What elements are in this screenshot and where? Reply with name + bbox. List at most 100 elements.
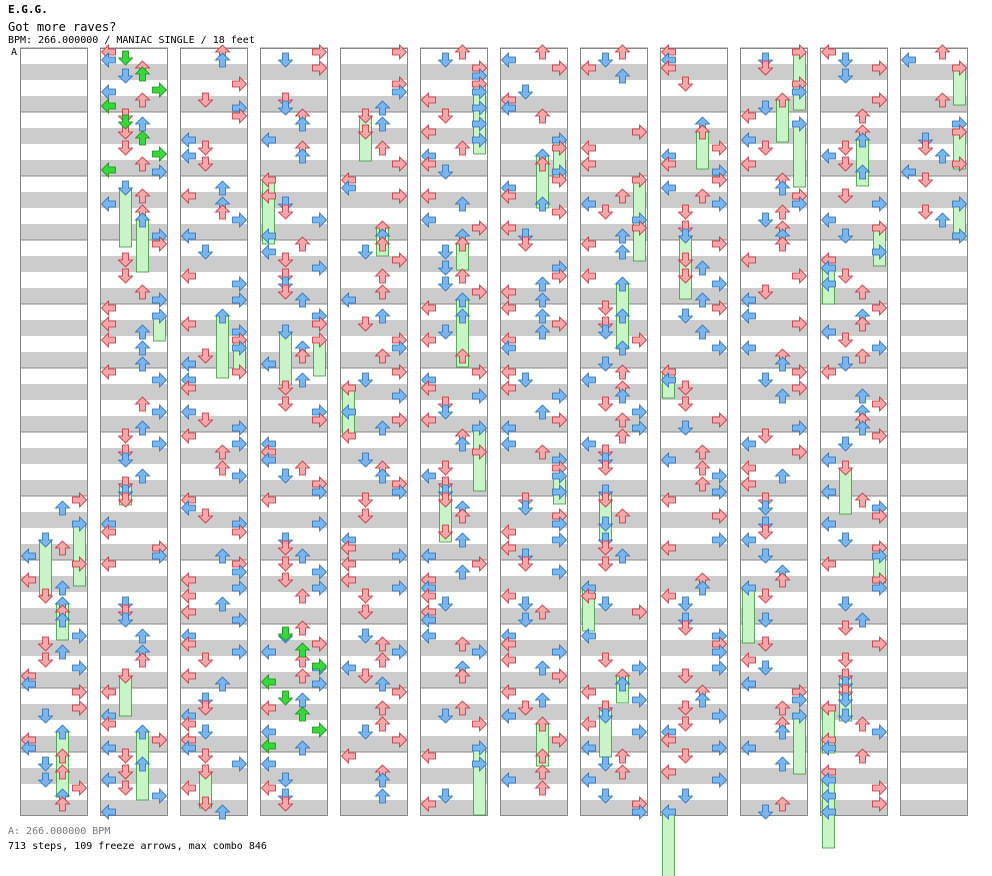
arrow-right: [472, 756, 488, 772]
arrow-left: [340, 292, 356, 308]
beat-band: [420, 256, 488, 272]
special-arrow: [134, 66, 151, 82]
arrow-down: [677, 380, 694, 396]
arrow-up: [294, 588, 311, 604]
arrow-down: [837, 460, 854, 476]
beat-band: [900, 160, 968, 176]
arrow-up: [134, 356, 151, 372]
arrow-left: [580, 772, 596, 788]
special-arrow: [152, 82, 168, 98]
beat-band: [580, 576, 648, 592]
beat-band: [340, 256, 408, 272]
arrow-down: [757, 52, 774, 68]
arrow-up: [374, 420, 391, 436]
special-arrow: [312, 658, 328, 674]
arrow-down: [117, 484, 134, 500]
arrow-left: [180, 668, 196, 684]
special-arrow: [277, 690, 294, 706]
arrow-left: [580, 196, 596, 212]
arrow-right: [952, 60, 968, 76]
arrow-left: [340, 748, 356, 764]
beat-band: [420, 288, 488, 304]
beat-band: [100, 384, 168, 400]
arrow-down: [197, 748, 214, 764]
arrow-right: [872, 196, 888, 212]
beat-band: [260, 704, 328, 720]
arrow-right: [712, 772, 728, 788]
beat-band: [820, 768, 888, 784]
arrow-down: [677, 308, 694, 324]
arrow-left: [340, 404, 356, 420]
arrow-right: [712, 140, 728, 156]
beat-band: [340, 288, 408, 304]
arrow-down: [917, 204, 934, 220]
arrow-up: [374, 100, 391, 116]
arrow-up: [854, 164, 871, 180]
arrow-left: [340, 428, 356, 444]
arrow-left: [260, 228, 276, 244]
arrow-up: [774, 92, 791, 108]
arrow-left: [500, 436, 516, 452]
beat-band: [180, 640, 248, 656]
beat-band: [20, 288, 88, 304]
beat-band: [180, 128, 248, 144]
arrow-down: [597, 708, 614, 724]
beat-band: [260, 224, 328, 240]
arrow-up: [134, 420, 151, 436]
beat-band: [660, 768, 728, 784]
arrow-up: [854, 348, 871, 364]
arrow-down: [437, 276, 454, 292]
arrow-down: [597, 396, 614, 412]
beat-band: [660, 672, 728, 688]
arrow-left: [660, 156, 676, 172]
beat-band: [100, 480, 168, 496]
arrow-left: [260, 644, 276, 660]
arrow-down: [837, 68, 854, 84]
arrow-up: [454, 236, 471, 252]
beat-band: [180, 480, 248, 496]
arrow-right: [872, 340, 888, 356]
chart-column: [20, 47, 88, 816]
arrow-up: [774, 700, 791, 716]
beat-band: [20, 320, 88, 336]
arrow-up: [374, 636, 391, 652]
arrow-left: [180, 780, 196, 796]
beat-band: [580, 224, 648, 240]
beat-band: [500, 416, 568, 432]
arrow-up: [54, 748, 71, 764]
arrow-up: [934, 92, 951, 108]
arrow-up: [294, 668, 311, 684]
arrow-down: [677, 252, 694, 268]
beat-band: [340, 640, 408, 656]
arrow-right: [232, 212, 248, 228]
arrow-left: [580, 236, 596, 252]
arrow-right: [632, 332, 648, 348]
beat-band: [580, 768, 648, 784]
beat-band: [340, 320, 408, 336]
beat-band: [500, 160, 568, 176]
beat-band: [740, 192, 808, 208]
arrow-down: [757, 636, 774, 652]
freeze-arrow: [119, 187, 132, 248]
arrow-down: [597, 700, 614, 716]
arrow-up: [214, 676, 231, 692]
arrow-right: [552, 564, 568, 580]
arrow-right: [792, 268, 808, 284]
arrow-down: [597, 444, 614, 460]
arrow-down: [277, 540, 294, 556]
beat-band: [180, 576, 248, 592]
beat-band: [180, 544, 248, 560]
arrow-left: [420, 796, 436, 812]
column-frame: [20, 48, 88, 816]
beat-band: [740, 736, 808, 752]
arrow-down: [837, 436, 854, 452]
arrow-down: [117, 748, 134, 764]
beat-band: [660, 64, 728, 80]
beat-band: [100, 224, 168, 240]
beat-band: [820, 736, 888, 752]
arrow-down: [437, 476, 454, 492]
arrow-right: [392, 84, 408, 100]
arrow-down: [277, 268, 294, 284]
arrow-down: [837, 532, 854, 548]
